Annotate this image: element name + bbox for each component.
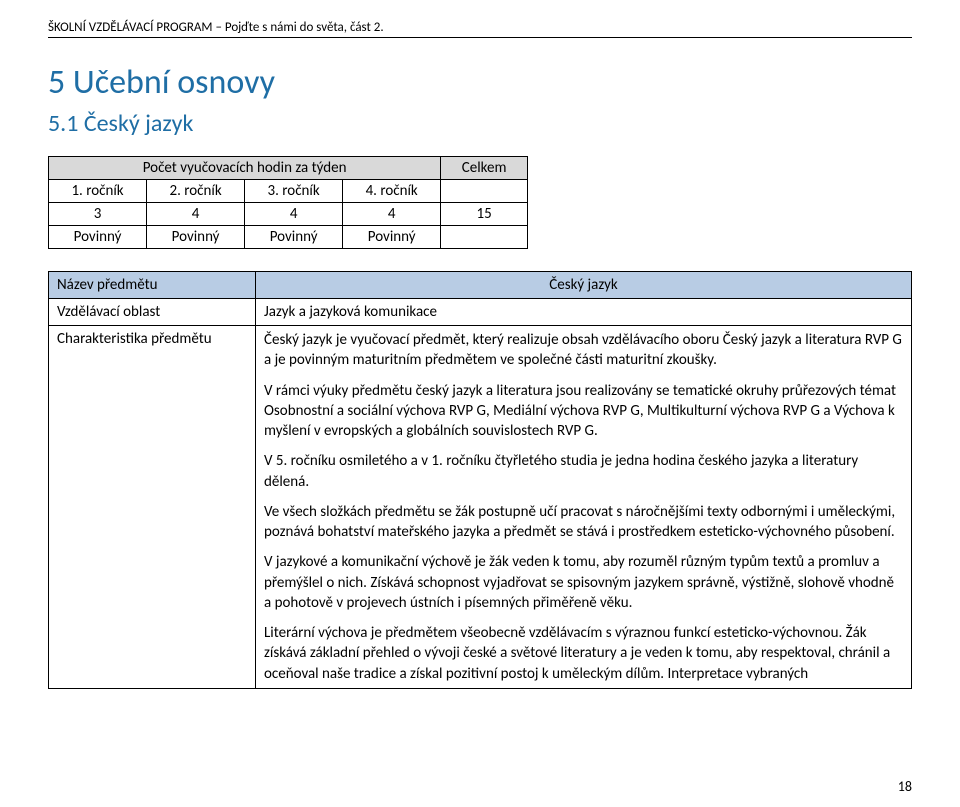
detail-char-para: Ve všech složkách předmětu se žák postup… — [264, 502, 903, 543]
detail-char-para: V jazykové a komunikační výchově je žák … — [264, 552, 903, 613]
hours-col-label: 2. ročník — [147, 180, 245, 203]
hours-mandatory: Povinný — [245, 226, 343, 249]
page: ŠKOLNÍ VZDĚLÁVACÍ PROGRAM – Pojďte s nám… — [0, 0, 960, 807]
document-header: ŠKOLNÍ VZDĚLÁVACÍ PROGRAM – Pojďte s nám… — [48, 20, 912, 38]
hours-total-blank — [441, 180, 528, 203]
hours-header-row: Počet vyučovacích hodin za týden Celkem — [49, 157, 528, 180]
detail-row-value: Jazyk a jazyková komunikace — [256, 299, 912, 326]
section-title: 5 Učební osnovy — [48, 62, 912, 103]
detail-char-label: Charakteristika předmětu — [49, 326, 256, 689]
detail-char-body: Český jazyk je vyučovací předmět, který … — [256, 326, 912, 689]
hours-mandatory: Povinný — [147, 226, 245, 249]
hours-header-right: Celkem — [441, 157, 528, 180]
detail-characteristics-row: Charakteristika předmětu Český jazyk je … — [49, 326, 912, 689]
detail-char-para: Český jazyk je vyučovací předmět, který … — [264, 330, 903, 371]
page-number: 18 — [898, 778, 912, 795]
subsection-title: 5.1 Český jazyk — [48, 109, 912, 138]
hours-value: 4 — [245, 203, 343, 226]
hours-col-label: 1. ročník — [49, 180, 147, 203]
detail-char-para: V 5. ročníku osmiletého a v 1. ročníku č… — [264, 451, 903, 492]
detail-header-row: Název předmětu Český jazyk — [49, 272, 912, 299]
hours-mandatory-blank — [441, 226, 528, 249]
detail-row-label: Vzdělávací oblast — [49, 299, 256, 326]
detail-table: Název předmětu Český jazyk Vzdělávací ob… — [48, 271, 912, 689]
hours-table: Počet vyučovacích hodin za týden Celkem … — [48, 156, 528, 249]
detail-char-para: V rámci výuky předmětu český jazyk a lit… — [264, 381, 903, 442]
hours-labels-row: 1. ročník 2. ročník 3. ročník 4. ročník — [49, 180, 528, 203]
hours-mandatory: Povinný — [49, 226, 147, 249]
hours-mandatory: Povinný — [343, 226, 441, 249]
detail-char-para: Literární výchova je předmětem všeobecně… — [264, 623, 903, 684]
hours-mandatory-row: Povinný Povinný Povinný Povinný — [49, 226, 528, 249]
hours-value: 4 — [343, 203, 441, 226]
hours-col-label: 3. ročník — [245, 180, 343, 203]
detail-header-value: Český jazyk — [256, 272, 912, 299]
detail-row: Vzdělávací oblast Jazyk a jazyková komun… — [49, 299, 912, 326]
detail-header-label: Název předmětu — [49, 272, 256, 299]
hours-values-row: 3 4 4 4 15 — [49, 203, 528, 226]
hours-col-label: 4. ročník — [343, 180, 441, 203]
hours-total: 15 — [441, 203, 528, 226]
hours-value: 4 — [147, 203, 245, 226]
hours-value: 3 — [49, 203, 147, 226]
hours-header-center: Počet vyučovacích hodin za týden — [49, 157, 441, 180]
